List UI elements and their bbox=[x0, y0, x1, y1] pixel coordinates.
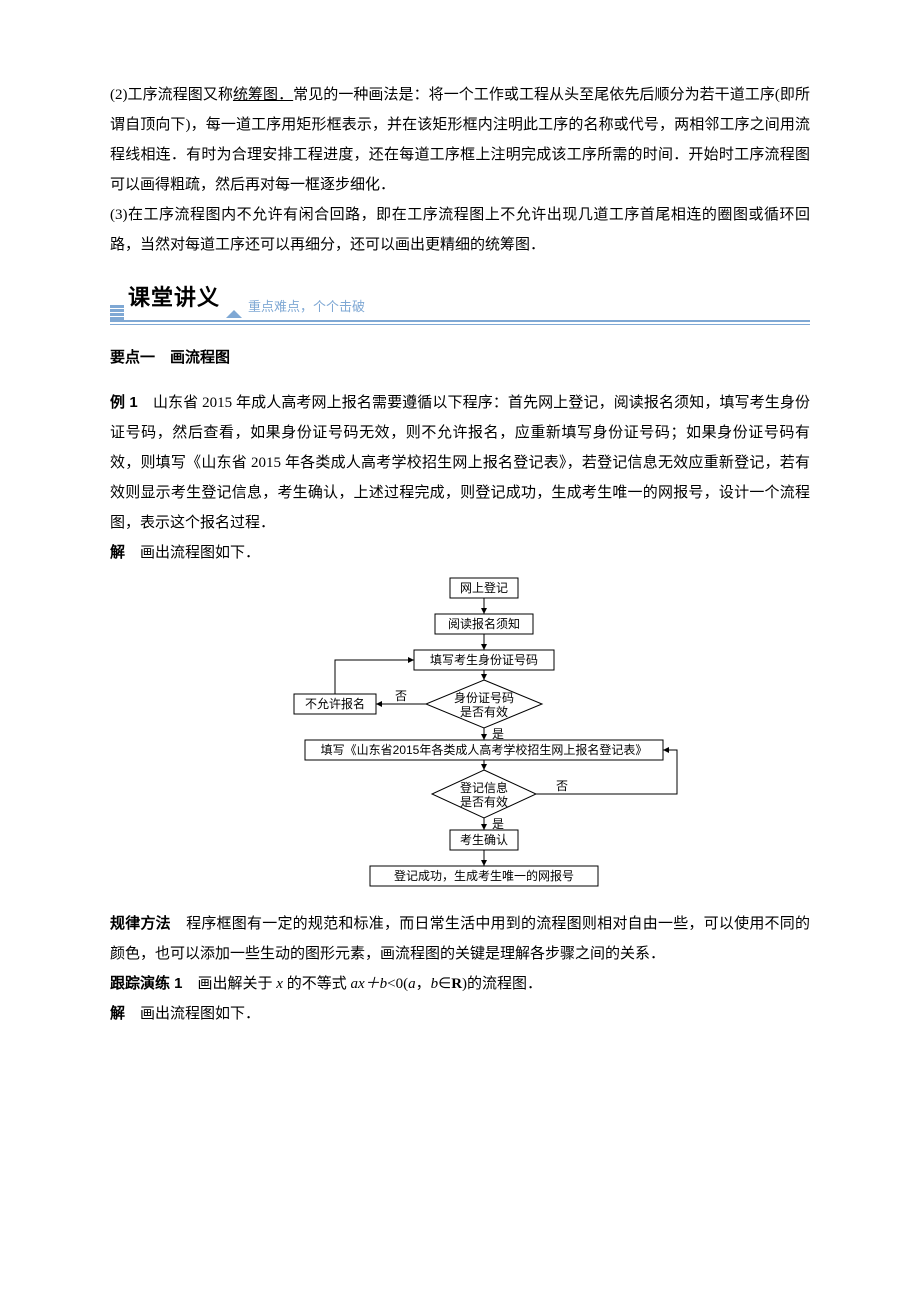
track-pre: 画出解关于 bbox=[183, 976, 277, 992]
example-1-label: 例 1 bbox=[110, 394, 138, 411]
example-1-text: 山东省 2015 年成人高考网上报名需要遵循以下程序：首先网上登记，阅读报名须知… bbox=[110, 395, 810, 531]
svg-text:是: 是 bbox=[492, 817, 504, 831]
banner-title: 课堂讲义 bbox=[128, 276, 220, 320]
svg-text:登记成功，生成考生唯一的网报号: 登记成功，生成考生唯一的网报号 bbox=[394, 868, 574, 883]
solution-1-label: 解 bbox=[110, 544, 125, 561]
solution-2: 解 画出流程图如下． bbox=[110, 999, 810, 1029]
track-mid: 的不等式 bbox=[283, 976, 351, 992]
track-comma: ， bbox=[416, 976, 431, 992]
paragraph-2: (2)工序流程图又称统筹图．常见的一种画法是：将一个工作或工程从头至尾依先后顺分… bbox=[110, 80, 810, 200]
track-post2: )的流程图． bbox=[462, 976, 542, 992]
svg-text:填写考生身份证号码: 填写考生身份证号码 bbox=[430, 652, 538, 667]
svg-text:身份证号码: 身份证号码 bbox=[454, 690, 514, 705]
svg-text:是否有效: 是否有效 bbox=[460, 794, 508, 809]
method-text: 程序框图有一定的规范和标准，而日常生活中用到的流程图则相对自由一些，可以使用不同… bbox=[110, 916, 810, 962]
svg-text:是否有效: 是否有效 bbox=[460, 704, 508, 719]
example-1: 例 1 山东省 2015 年成人高考网上报名需要遵循以下程序：首先网上登记，阅读… bbox=[110, 388, 810, 538]
heading-keypoint-1: 要点一 画流程图 bbox=[110, 343, 810, 373]
track-post1: <0( bbox=[387, 976, 408, 992]
svg-text:不允许报名: 不允许报名 bbox=[305, 696, 365, 711]
expr-axb: ax＋b bbox=[350, 976, 387, 992]
flowchart-container: 网上登记阅读报名须知填写考生身份证号码身份证号码是否有效不允许报名填写《山东省2… bbox=[110, 572, 810, 903]
solution-2-text: 画出流程图如下． bbox=[125, 1006, 260, 1022]
banner-subtitle: 重点难点，个个击破 bbox=[248, 294, 365, 320]
p1-underlined: 统筹图． bbox=[233, 87, 293, 103]
svg-text:网上登记: 网上登记 bbox=[460, 580, 508, 595]
svg-text:阅读报名须知: 阅读报名须知 bbox=[448, 616, 520, 631]
svg-text:否: 否 bbox=[395, 689, 407, 703]
section-banner: 课堂讲义 重点难点，个个击破 bbox=[110, 276, 810, 325]
svg-text:否: 否 bbox=[556, 779, 568, 793]
p1-prefix: (2)工序流程图又称 bbox=[110, 87, 233, 103]
banner-stripes-icon bbox=[110, 305, 124, 320]
var-b: b bbox=[431, 976, 439, 992]
banner-triangle-icon bbox=[226, 310, 242, 318]
track-exercise-1: 跟踪演练 1 画出解关于 x 的不等式 ax＋b<0(a，b∈R)的流程图． bbox=[110, 969, 810, 999]
track-label: 跟踪演练 1 bbox=[110, 975, 183, 992]
solution-1: 解 画出流程图如下． bbox=[110, 538, 810, 568]
svg-text:考生确认: 考生确认 bbox=[460, 833, 508, 847]
var-a: a bbox=[408, 976, 416, 992]
svg-text:是: 是 bbox=[492, 727, 504, 741]
svg-text:填写《山东省2015年各类成人高考学校招生网上报名登记表》: 填写《山东省2015年各类成人高考学校招生网上报名登记表》 bbox=[321, 742, 648, 757]
method-label: 规律方法 bbox=[110, 915, 171, 932]
var-x: x bbox=[276, 976, 283, 992]
banner-underline bbox=[110, 320, 810, 325]
method-paragraph: 规律方法 程序框图有一定的规范和标准，而日常生活中用到的流程图则相对自由一些，可… bbox=[110, 909, 810, 969]
solution-1-text: 画出流程图如下． bbox=[125, 545, 260, 561]
svg-text:登记信息: 登记信息 bbox=[460, 780, 508, 795]
paragraph-3: (3)在工序流程图内不允许有闲合回路，即在工序流程图上不允许出现几道工序首尾相连… bbox=[110, 200, 810, 260]
solution-2-label: 解 bbox=[110, 1005, 125, 1022]
track-set: ∈R bbox=[438, 976, 462, 992]
flowchart-svg: 网上登记阅读报名须知填写考生身份证号码身份证号码是否有效不允许报名填写《山东省2… bbox=[210, 572, 710, 892]
